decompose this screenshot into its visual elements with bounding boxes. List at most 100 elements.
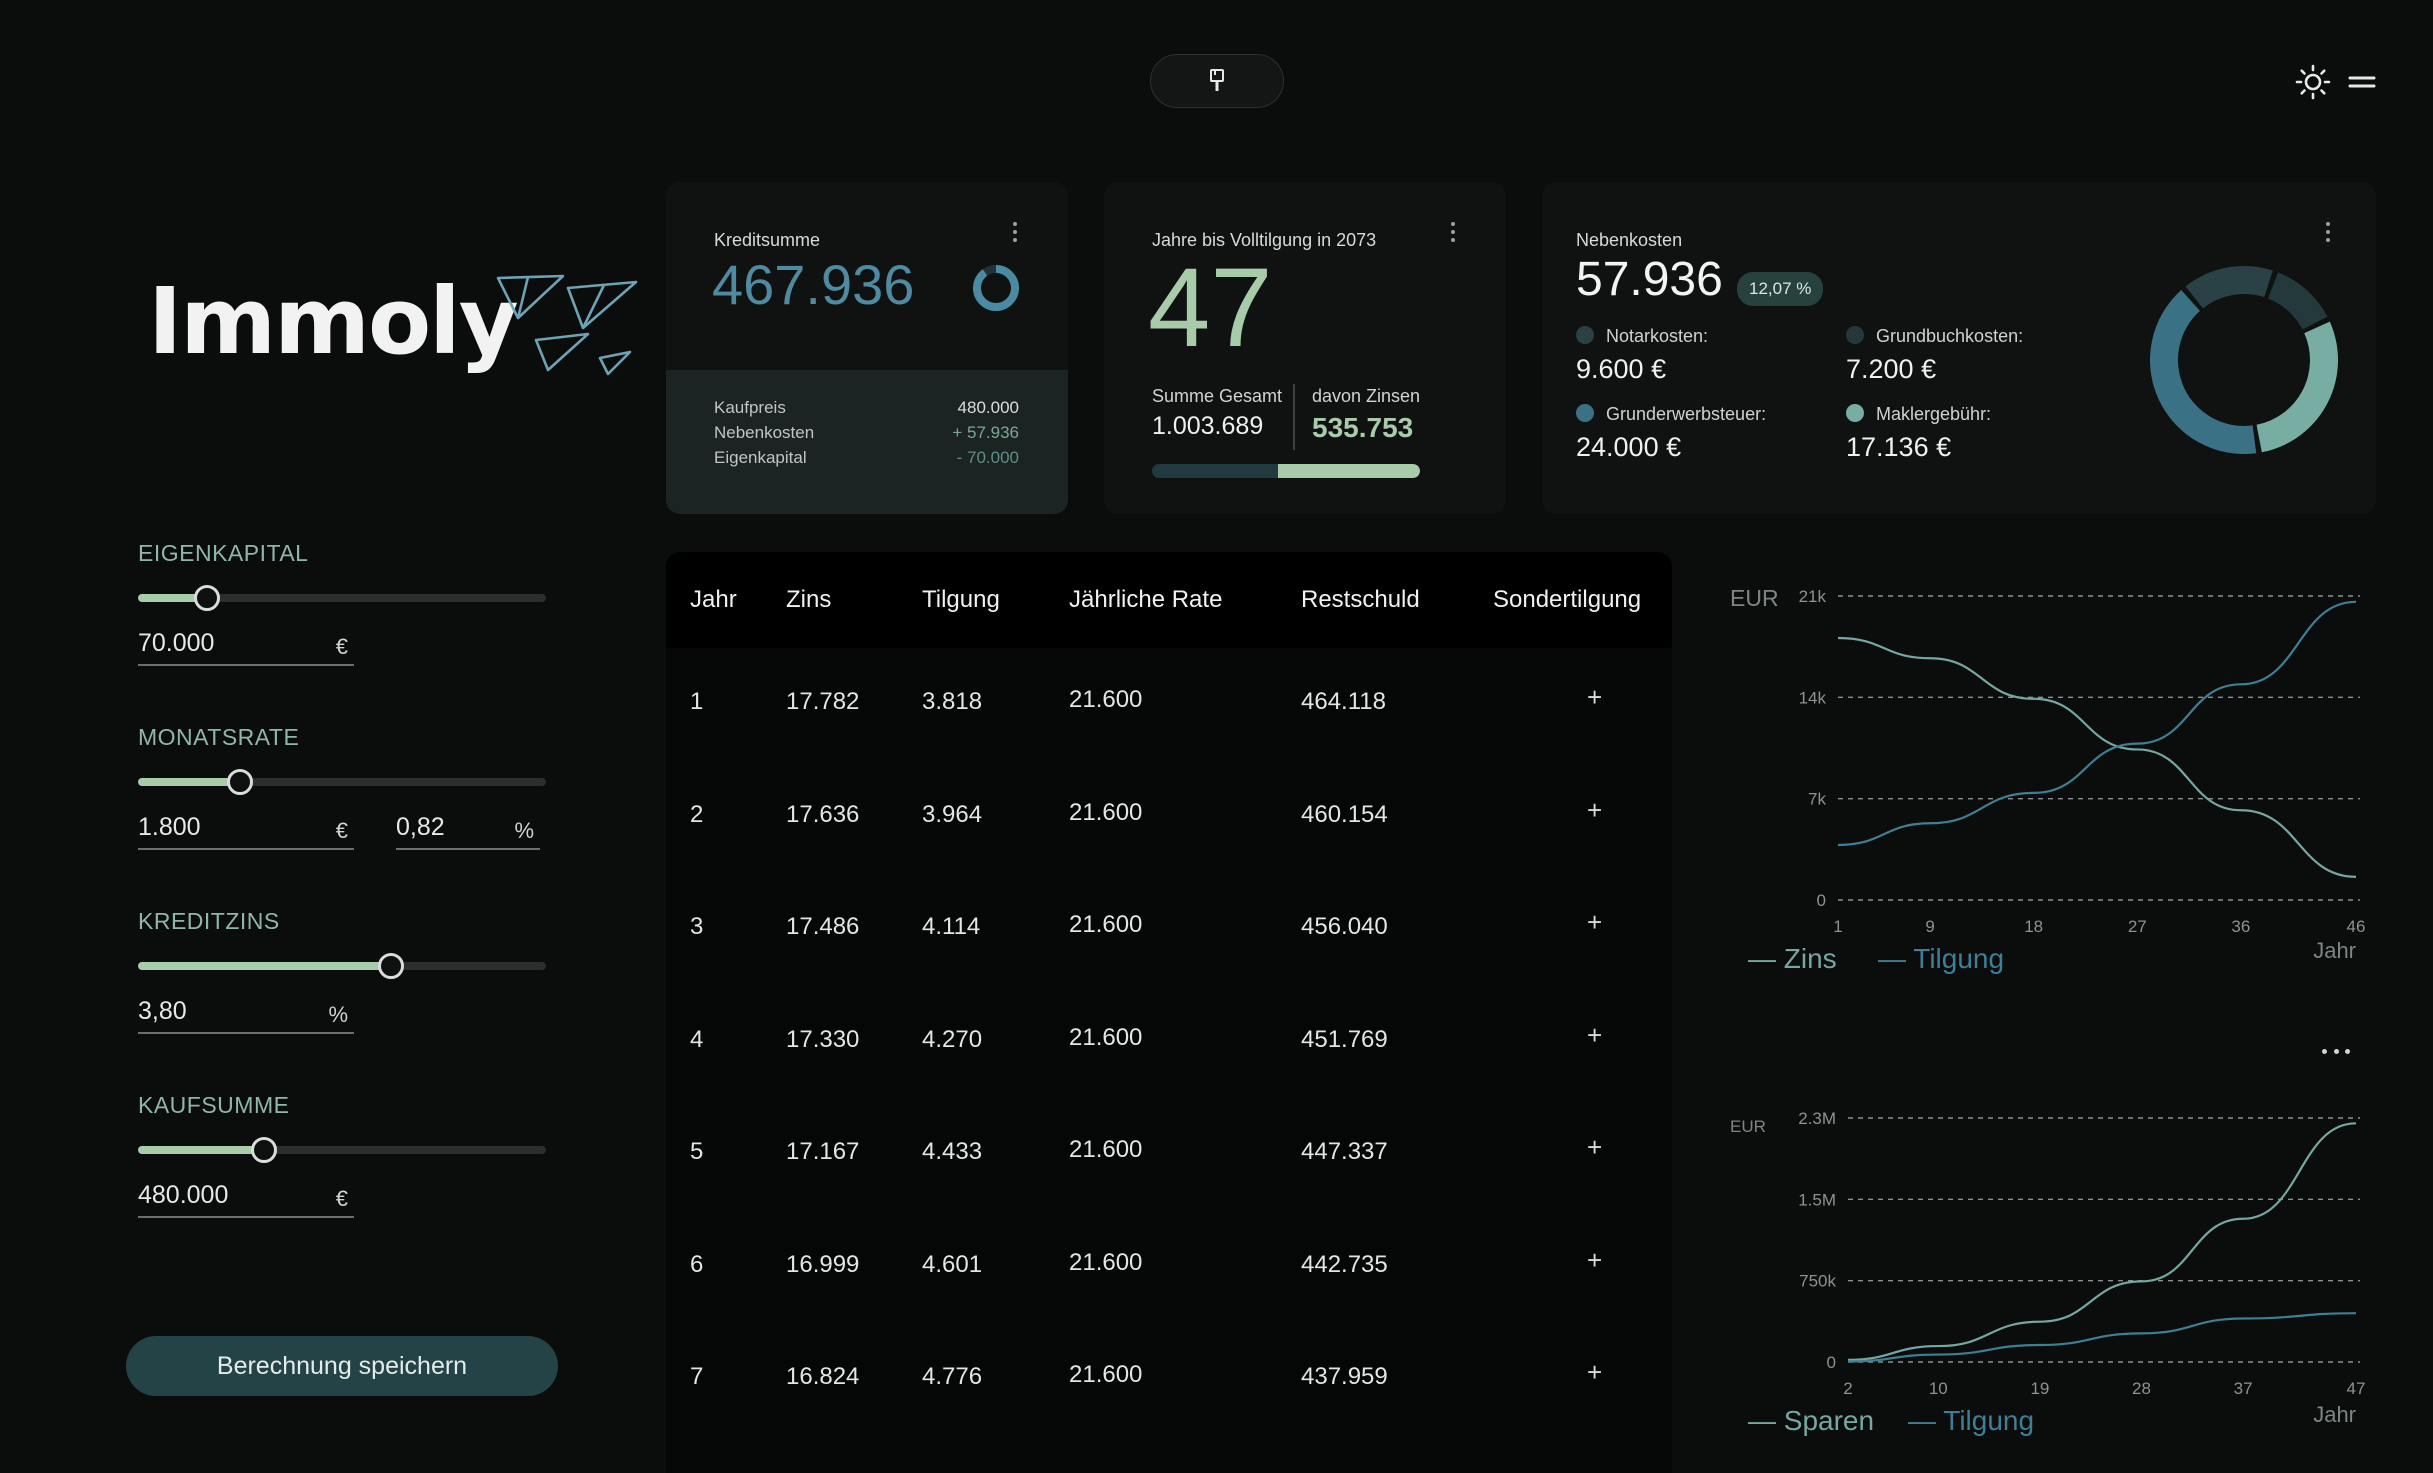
eigenkapital-slider[interactable]	[138, 585, 546, 611]
monatsrate-value[interactable]: 1.800	[138, 813, 201, 841]
cell-jahr: 1	[690, 688, 704, 715]
grundbuchkosten-dot	[1846, 326, 1864, 344]
kreditzins-label: KREDITZINS	[138, 908, 280, 934]
eigenkapital-breakdown-label: Eigenkapital	[714, 448, 807, 467]
kreditsumme-more-icon[interactable]	[1005, 218, 1025, 246]
cell-rate: 21.600	[1069, 1361, 1143, 1388]
kaufpreis-label: Kaufpreis	[714, 398, 786, 417]
cell-zins: 17.782	[786, 688, 860, 715]
sondertilgung-add-button[interactable]: +	[1587, 682, 1603, 712]
cell-tilgung: 4.776	[922, 1363, 983, 1390]
y-tick-label: 2.3M	[1798, 1109, 1836, 1128]
jahre-card	[1104, 182, 1506, 514]
interest-progress-bar	[1152, 464, 1420, 478]
sondertilgung-add-button[interactable]: +	[1587, 1357, 1603, 1387]
cell-tilgung: 4.601	[922, 1250, 983, 1278]
sondertilgung-add-button[interactable]: +	[1587, 1132, 1603, 1162]
col-jaehrliche-rate: Jährliche Rate	[1069, 586, 1223, 613]
cell-restschuld: 442.735	[1301, 1250, 1388, 1278]
col-restschuld: Restschuld	[1301, 586, 1420, 613]
monatsrate-slider-knob[interactable]	[227, 769, 253, 795]
monatsrate-slider[interactable]	[138, 769, 546, 795]
donut-slice	[2185, 266, 2273, 309]
zinsen-label: davon Zinsen	[1312, 386, 1421, 406]
eigenkapital-unit: €	[335, 634, 348, 659]
grunderwerbsteuer-value: 24.000 €	[1576, 432, 1682, 462]
monatsrate-unit: €	[335, 818, 348, 843]
donut-slice	[2256, 321, 2338, 453]
cell-restschuld: 437.959	[1301, 1363, 1388, 1390]
menu-icon	[2348, 76, 2376, 88]
x-axis-label: Jahr	[2313, 1402, 2356, 1427]
kaufsumme-slider[interactable]	[138, 1137, 546, 1163]
cell-rate: 21.600	[1069, 1248, 1143, 1276]
col-zins: Zins	[786, 586, 832, 613]
kreditzins-slider[interactable]	[138, 953, 546, 979]
series-line-tilgung	[1837, 600, 2357, 847]
interest-progress-fill	[1277, 464, 1420, 478]
eigenkapital-slider-knob[interactable]	[194, 585, 221, 611]
x-tick-label: 10	[1929, 1379, 1948, 1398]
sondertilgung-add-button[interactable]: +	[1587, 907, 1603, 937]
nebenkosten-card	[1542, 182, 2376, 514]
x-tick-label: 2	[1843, 1379, 1852, 1398]
donut-slice	[2150, 290, 2257, 454]
col-jahr: Jahr	[690, 586, 737, 613]
grundbuchkosten-value: 7.200 €	[1846, 354, 1937, 384]
save-calculation-button[interactable]: Berechnung speichern	[126, 1336, 558, 1396]
cell-restschuld: 456.040	[1301, 913, 1388, 940]
cell-jahr: 7	[690, 1363, 704, 1390]
sondertilgung-add-button[interactable]: +	[1587, 1244, 1603, 1275]
series-line-sparen	[1847, 1122, 2357, 1361]
maklergebuehr-value: 17.136 €	[1846, 432, 1952, 462]
eigenkapital-field[interactable]: 70.000 €	[138, 628, 354, 666]
cell-jahr: 2	[690, 800, 704, 828]
nebenkosten-label: Nebenkosten	[714, 423, 815, 442]
sondertilgung-add-button[interactable]: +	[1587, 794, 1603, 825]
kaufsumme-value[interactable]: 480.000	[138, 1181, 229, 1209]
donut-slice	[2267, 272, 2328, 330]
maklergebuehr-dot	[1846, 404, 1864, 422]
kreditzins-field[interactable]: 3,80 %	[138, 996, 354, 1034]
brush-button[interactable]	[1150, 54, 1284, 108]
col-tilgung: Tilgung	[922, 586, 1000, 613]
eigenkapital-value[interactable]: 70.000	[138, 629, 215, 657]
sondertilgung-add-button[interactable]: +	[1587, 1019, 1603, 1050]
y-tick-label: 0	[1817, 891, 1826, 910]
zinsen-value: 535.753	[1312, 412, 1414, 443]
y-tick-label: 0	[1827, 1353, 1836, 1372]
jahre-more-icon[interactable]	[1443, 218, 1463, 246]
monatsrate-label: MONATSRATE	[138, 724, 300, 750]
monatsrate-percent-field[interactable]: 0,82 %	[396, 812, 540, 850]
theme-toggle[interactable]	[2293, 62, 2333, 102]
app-name: Immoly	[148, 268, 519, 375]
x-tick-label: 28	[2132, 1379, 2151, 1398]
cell-rate: 21.600	[1069, 1136, 1143, 1163]
table-header: Jahr Zins Tilgung Jährliche Rate Restsch…	[666, 552, 1672, 648]
menu-button[interactable]	[2342, 62, 2382, 102]
cell-jahr: 3	[690, 913, 704, 940]
cell-tilgung: 4.270	[922, 1025, 983, 1053]
kaufpreis-value: 480.000	[957, 398, 1019, 417]
kreditzins-value[interactable]: 3,80	[138, 997, 187, 1025]
eigenkapital-label: EIGENKAPITAL	[138, 540, 309, 566]
kreditsumme-title: Kreditsumme	[714, 230, 821, 250]
cell-rate: 21.600	[1069, 798, 1143, 826]
kaufsumme-slider-knob[interactable]	[251, 1137, 278, 1163]
nebenkosten-title: Nebenkosten	[1576, 230, 1683, 250]
legend-tilgung: — Tilgung	[1878, 943, 2004, 974]
nebenkosten-more-icon[interactable]	[2318, 218, 2338, 246]
kaufsumme-field[interactable]: 480.000 €	[138, 1180, 354, 1218]
y-axis-unit: EUR	[1730, 1117, 1766, 1136]
kreditzins-slider-knob[interactable]	[377, 953, 404, 979]
x-axis-label: Jahr	[2313, 938, 2356, 963]
x-tick-label: 27	[2128, 917, 2147, 936]
chart-more-icon[interactable]	[2322, 1046, 2350, 1056]
summe-gesamt-value: 1.003.689	[1152, 412, 1264, 440]
y-tick-label: 1.5M	[1798, 1190, 1836, 1209]
grunderwerbsteuer-label: Grunderwerbsteuer:	[1606, 404, 1767, 424]
notarkosten-label: Notarkosten:	[1606, 326, 1709, 346]
monatsrate-percent-value[interactable]: 0,82	[396, 813, 445, 841]
kaufsumme-label: KAUFSUMME	[138, 1092, 290, 1118]
monatsrate-field[interactable]: 1.800 €	[138, 812, 354, 850]
